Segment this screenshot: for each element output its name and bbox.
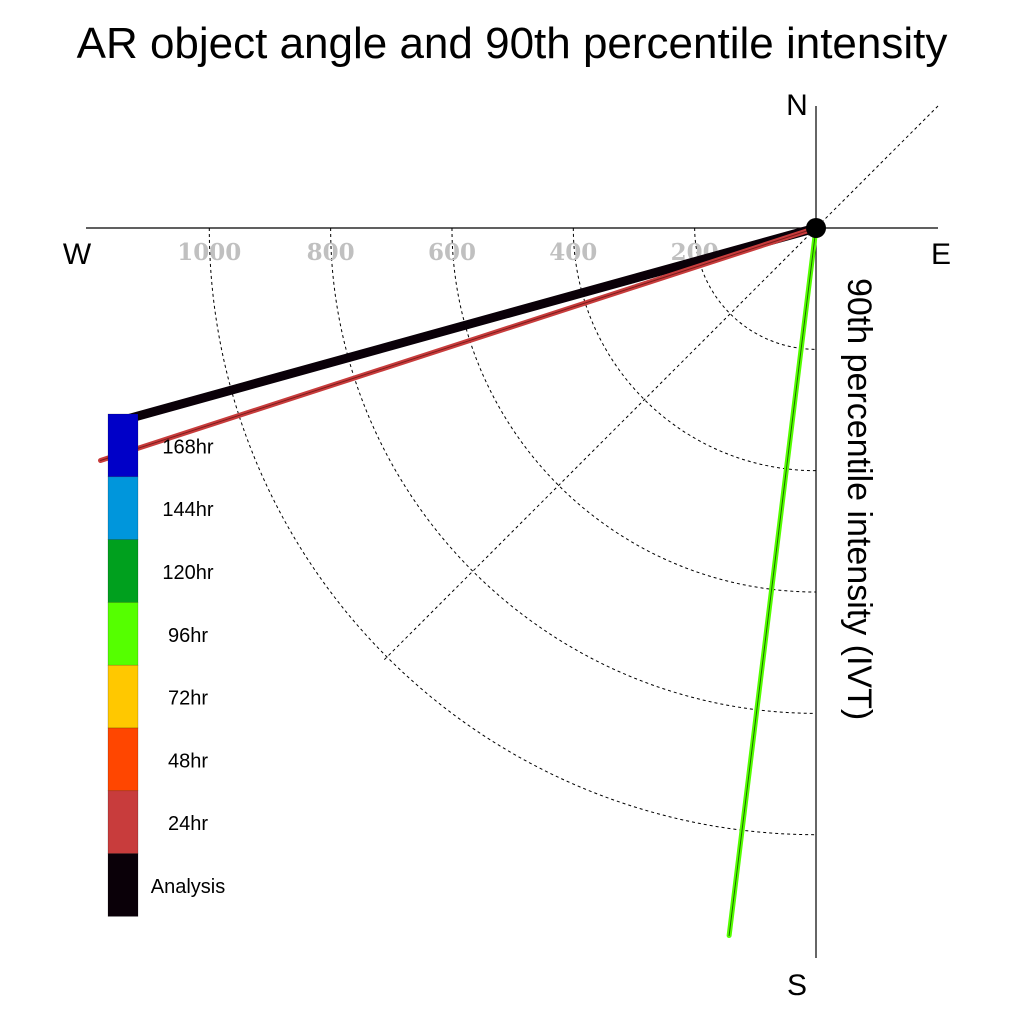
- legend-swatch: [107, 853, 139, 917]
- legend-label: 168hr: [162, 436, 213, 458]
- legend-label: 24hr: [168, 813, 208, 835]
- legend-label: 120hr: [162, 562, 213, 584]
- radial-tick-label: 1000: [177, 239, 241, 266]
- legend-label: 96hr: [168, 625, 208, 647]
- legend-swatch: [107, 790, 139, 854]
- chart-title: AR object angle and 90th percentile inte…: [77, 19, 948, 68]
- legend-label: 144hr: [162, 499, 213, 521]
- radial-tick-label: 800: [307, 239, 355, 266]
- legend-label: 72hr: [168, 688, 208, 710]
- radial-tick-label: 600: [428, 239, 476, 266]
- grid-arc: [694, 227, 817, 350]
- compass-north-label: N: [786, 89, 808, 122]
- legend: 168hr 144hr 120hr 96hr 72hr 48hr 24hr Analysis: [107, 413, 225, 917]
- grid-arc: [572, 227, 817, 472]
- legend-swatch: [107, 413, 139, 478]
- series-line-24hr: [100, 227, 817, 461]
- legend-swatch: [107, 539, 139, 603]
- series-lines: [98, 223, 821, 939]
- grid-diagonal: [383, 105, 939, 661]
- grid-arc: [208, 227, 817, 836]
- radial-tick-label: 400: [549, 239, 597, 266]
- compass-west-label: W: [63, 238, 92, 271]
- compass-east-label: E: [931, 238, 951, 271]
- compass-south-label: S: [787, 969, 807, 1002]
- legend-swatch: [107, 476, 139, 540]
- series-line-96hr: [728, 227, 817, 937]
- y-axis-label: 90th percentile intensity (IVT): [840, 278, 878, 720]
- legend-swatch: [107, 602, 139, 666]
- legend-swatch: [107, 727, 139, 792]
- legend-swatch: [107, 664, 139, 729]
- grid-arc: [451, 227, 817, 593]
- grid-arc: [330, 227, 817, 714]
- legend-label: 48hr: [168, 750, 208, 772]
- grid: [208, 105, 939, 836]
- series-line-analysis: [115, 223, 821, 426]
- origin-dot: [806, 218, 826, 238]
- legend-label: Analysis: [151, 876, 225, 898]
